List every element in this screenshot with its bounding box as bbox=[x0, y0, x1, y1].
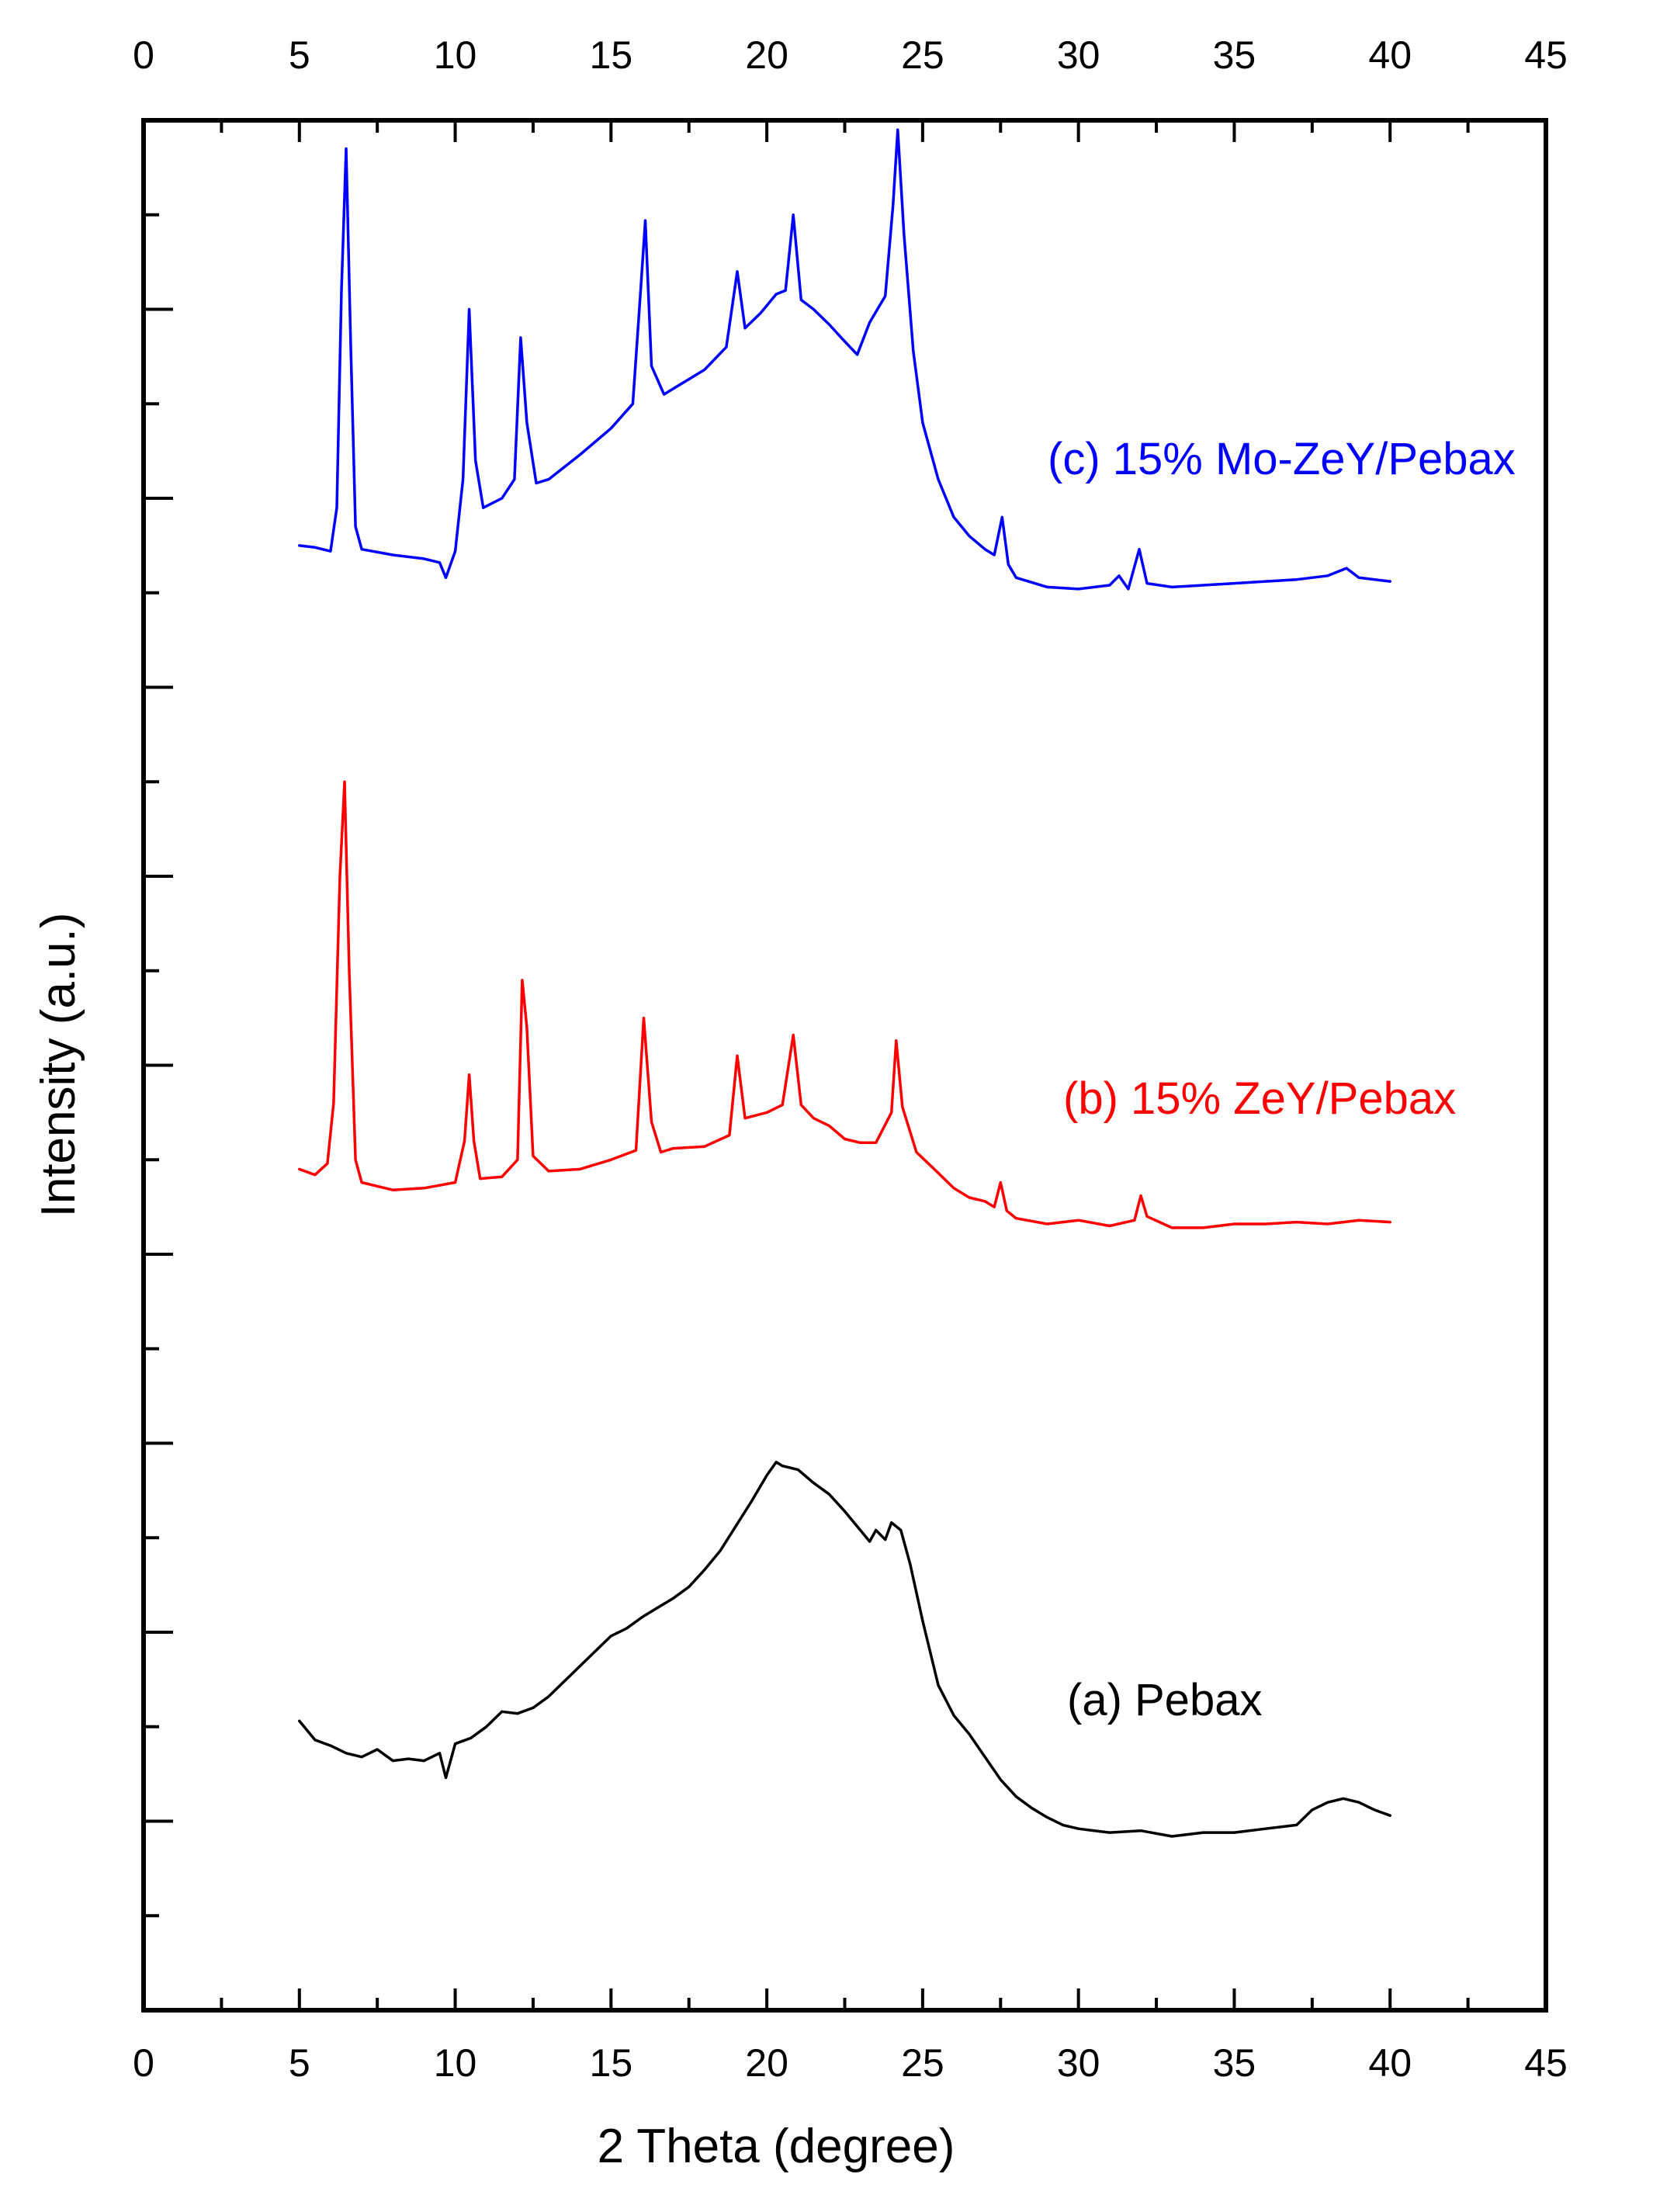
x-tick-label-top: 15 bbox=[590, 33, 633, 77]
plot-frame bbox=[141, 118, 1548, 2013]
x-axis-title: 2 Theta (degree) bbox=[598, 2120, 955, 2173]
series-line-2 bbox=[298, 128, 1391, 591]
x-tick-label-top: 10 bbox=[434, 33, 477, 77]
x-axis-ticks bbox=[142, 120, 1547, 2010]
x-tick-label-top: 5 bbox=[289, 33, 310, 77]
y-axis-title: Intensity (a.u.) bbox=[32, 913, 85, 1218]
x-tick-label-bottom: 40 bbox=[1368, 2041, 1412, 2085]
x-tick-label-top: 40 bbox=[1368, 33, 1412, 77]
x-tick-label-bottom: 30 bbox=[1057, 2041, 1100, 2085]
x-tick-label-top: 45 bbox=[1524, 33, 1568, 77]
x-tick-label-top: 20 bbox=[745, 33, 788, 77]
series-lines bbox=[298, 128, 1391, 1838]
x-tick-label-top: 30 bbox=[1057, 33, 1100, 77]
x-tick-label-bottom: 10 bbox=[434, 2041, 477, 2085]
x-tick-label-bottom: 0 bbox=[133, 2041, 154, 2085]
x-tick-labels-bottom: 0 5 10 15 20 25 30 35 40 45 bbox=[133, 2041, 1568, 2085]
x-tick-label-top: 35 bbox=[1213, 33, 1256, 77]
x-tick-labels-top: 0 5 10 15 20 25 30 35 40 45 bbox=[133, 33, 1568, 77]
x-tick-label-top: 0 bbox=[133, 33, 154, 77]
x-tick-label-bottom: 15 bbox=[590, 2041, 633, 2085]
series-label-b: (b) 15% ZeY/Pebax bbox=[1063, 1073, 1456, 1124]
x-tick-label-top: 25 bbox=[901, 33, 944, 77]
series-label-a: (a) Pebax bbox=[1067, 1675, 1262, 1725]
series-line-0 bbox=[298, 1461, 1391, 1838]
series-label-c: (c) 15% Mo-ZeY/Pebax bbox=[1048, 434, 1516, 484]
series-line-1 bbox=[298, 780, 1391, 1229]
x-tick-label-bottom: 25 bbox=[901, 2041, 944, 2085]
y-axis-ticks bbox=[144, 213, 173, 1918]
x-tick-label-bottom: 45 bbox=[1524, 2041, 1568, 2085]
x-tick-label-bottom: 5 bbox=[289, 2041, 310, 2085]
x-tick-label-bottom: 20 bbox=[745, 2041, 788, 2085]
x-tick-label-bottom: 35 bbox=[1213, 2041, 1256, 2085]
